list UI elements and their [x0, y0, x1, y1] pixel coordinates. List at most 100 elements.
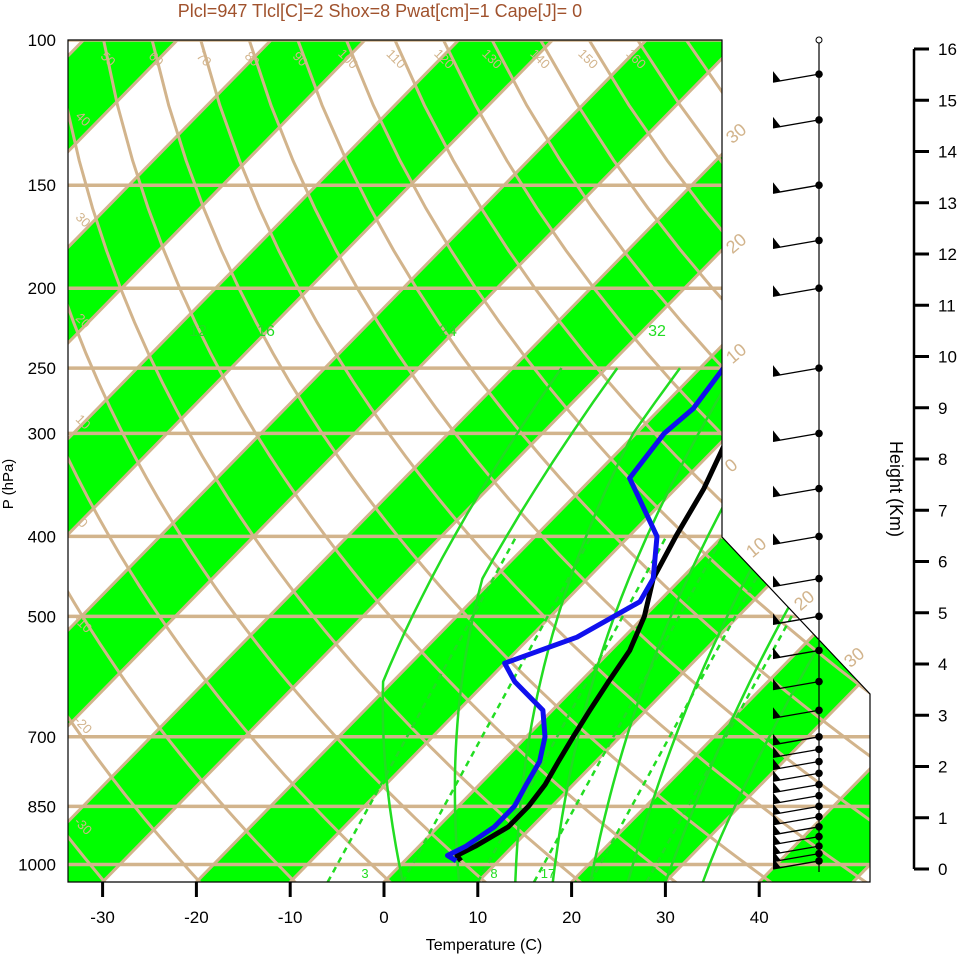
height-tick-label: 14 — [938, 143, 957, 162]
pressure-tick-label: 850 — [28, 797, 56, 816]
wind-staff-top-marker — [815, 36, 823, 44]
dry-adiabat-line — [363, 40, 870, 882]
dry-adiabat-line — [68, 40, 121, 882]
isotherm-label: 110 — [384, 46, 409, 71]
height-tick-label: 6 — [938, 553, 947, 572]
mixing-ratio-label: 17 — [541, 866, 555, 881]
temperature-band — [68, 40, 631, 882]
wind-barb-flag — [773, 237, 781, 249]
height-tick-label: 7 — [938, 501, 947, 520]
height-tick-label: 12 — [938, 245, 957, 264]
wind-barb-flag — [773, 647, 781, 659]
wind-barb-flag — [773, 71, 781, 83]
isotherm-line — [68, 40, 257, 882]
pressure-tick-label: 250 — [28, 359, 56, 378]
wind-barb-flag — [773, 116, 781, 128]
wind-level-dot — [815, 842, 823, 850]
temperature-tick-label: -10 — [278, 908, 303, 927]
pressure-tick-label: 500 — [28, 607, 56, 626]
height-tick-label: 5 — [938, 604, 947, 623]
dry-adiabat-label: 20 — [722, 229, 750, 257]
wind-barb-flag — [773, 733, 781, 745]
dry-adiabat-line — [68, 40, 313, 882]
x-axis-title: Temperature (C) — [426, 937, 542, 954]
wind-barb-flag — [773, 285, 781, 297]
temperature-tick-label: -30 — [90, 908, 115, 927]
pressure-tick-label: 100 — [28, 31, 56, 50]
wind-barb-flag — [773, 430, 781, 442]
mixing-ratio-label: 8 — [490, 866, 497, 881]
wind-level-dot — [815, 532, 823, 541]
wind-level-dot — [815, 677, 823, 686]
wind-barb-flag — [773, 843, 781, 855]
dry-adiabat-line — [227, 40, 870, 882]
wind-barb-flag — [773, 770, 781, 782]
temperature-band — [68, 40, 444, 882]
moist-adiabat-line — [589, 367, 806, 882]
pressure-tick-label: 150 — [28, 176, 56, 195]
temperature-tick-label: 40 — [750, 908, 769, 927]
temperature-tick-label: 10 — [468, 908, 487, 927]
height-tick-label: 11 — [938, 296, 956, 315]
dry-adiabat-line — [318, 40, 870, 882]
wind-barb-flag — [773, 813, 781, 825]
wind-barb-flag — [773, 707, 781, 719]
wind-barb-flag — [773, 485, 781, 497]
pressure-tick-label: 300 — [28, 424, 56, 443]
pressure-tick-label: 1000 — [18, 856, 56, 875]
dry-adiabat-line — [68, 40, 217, 882]
isotherm-line — [68, 40, 445, 882]
height-tick-label: 4 — [938, 655, 947, 674]
wind-level-dot — [815, 757, 823, 766]
isotherm-line — [68, 40, 539, 882]
wind-barb-flag — [773, 533, 781, 545]
temperature-band — [68, 40, 819, 882]
wind-barb-flag — [773, 833, 781, 845]
moist-adiabat-line — [701, 367, 870, 882]
height-axis-title: Height (Km) — [886, 441, 906, 537]
wind-barb-flag — [773, 758, 781, 770]
temperature-tick-label: -20 — [184, 908, 209, 927]
moist-adiabat-label: 24 — [439, 323, 457, 340]
temperature-band — [68, 40, 69, 882]
y-axis-title: P (hPa) — [0, 459, 17, 510]
isotherm-line — [554, 40, 870, 882]
pressure-tick-label: 700 — [28, 728, 56, 747]
wind-level-dot — [815, 181, 823, 189]
moist-adiabat-line — [551, 367, 738, 882]
plot-frame — [67, 39, 871, 883]
wind-level-dot — [815, 802, 823, 811]
height-tick-label: 8 — [938, 450, 947, 469]
dry-adiabat-label: 30 — [722, 119, 750, 147]
isotherm-line — [648, 40, 870, 882]
wind-barb-flag — [773, 746, 781, 758]
temperature-tick-label: 30 — [656, 908, 675, 927]
wind-level-dot — [815, 484, 823, 493]
isotherm-line — [68, 40, 351, 882]
wind-barb-flag — [773, 678, 781, 690]
wind-barb-flag — [773, 792, 781, 804]
height-tick-label: 2 — [938, 758, 947, 777]
wind-level-dot — [815, 116, 823, 124]
isotherm-label: 70 — [194, 48, 215, 69]
wind-level-dot — [815, 733, 823, 741]
plot-border — [67, 39, 871, 883]
wind-level-dot — [815, 832, 823, 841]
dry-adiabat-line — [68, 40, 602, 882]
wind-level-dot — [815, 574, 823, 583]
height-tick-label: 9 — [938, 399, 947, 418]
wind-level-dot — [815, 364, 823, 372]
isotherm-line — [68, 40, 726, 882]
moist-adiabat-label: 16 — [257, 323, 275, 340]
isotherm-label: 150 — [575, 46, 601, 72]
temperature-tick-label: 20 — [562, 908, 581, 927]
chart-subtitle: Plcl=947 Tlcl[C]=2 Shox=8 Pwat[cm]=1 Cap… — [178, 1, 582, 21]
wind-level-dot — [815, 612, 823, 621]
height-tick-label: 15 — [938, 91, 957, 110]
wind-level-dot — [815, 769, 823, 778]
wind-level-dot — [815, 849, 823, 858]
wind-level-dot — [815, 646, 823, 655]
height-tick-label: 3 — [938, 706, 947, 725]
isotherm-line — [179, 40, 870, 882]
